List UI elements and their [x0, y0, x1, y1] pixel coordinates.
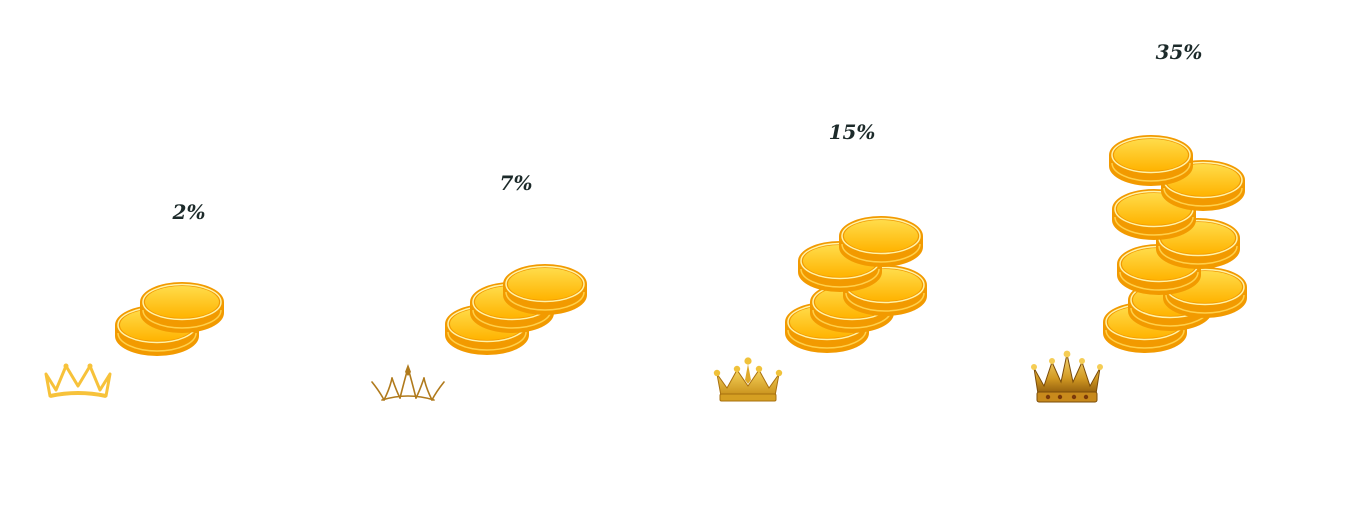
coin-icon [1109, 135, 1193, 186]
tier-4: 35% [1020, 0, 1366, 507]
crown-jeweled-icon [1031, 350, 1103, 403]
coin-stack-icon [445, 264, 587, 355]
coin-icon [503, 264, 587, 315]
crown-sketch-icon [371, 364, 445, 401]
tier-2: 7% [340, 0, 680, 507]
percent-label: 15% [828, 120, 876, 144]
percent-label: 7% [499, 171, 533, 195]
coin-stack-icon [115, 282, 224, 356]
coin-icon [1156, 218, 1240, 269]
coin-icon [140, 282, 224, 333]
coin-stack-icon [785, 216, 927, 353]
crown-gold-icon [713, 357, 783, 402]
tier-3: 15% [680, 0, 1020, 507]
coin-stack-icon [1103, 135, 1247, 353]
percent-label: 35% [1155, 40, 1203, 64]
crown-outline-icon [44, 363, 112, 398]
coin-icon [839, 216, 923, 267]
tier-1: 2% [0, 0, 340, 507]
percent-label: 2% [172, 200, 206, 224]
